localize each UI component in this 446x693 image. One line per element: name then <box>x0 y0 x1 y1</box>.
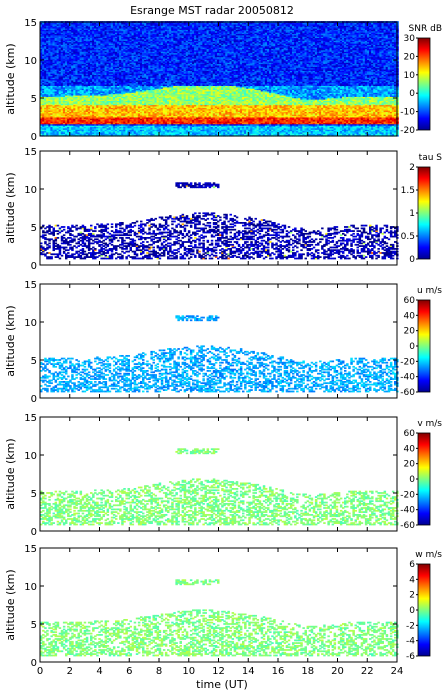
heatmap-cells <box>40 21 399 136</box>
figure-title: Esrange MST radar 20050812 <box>130 4 294 17</box>
